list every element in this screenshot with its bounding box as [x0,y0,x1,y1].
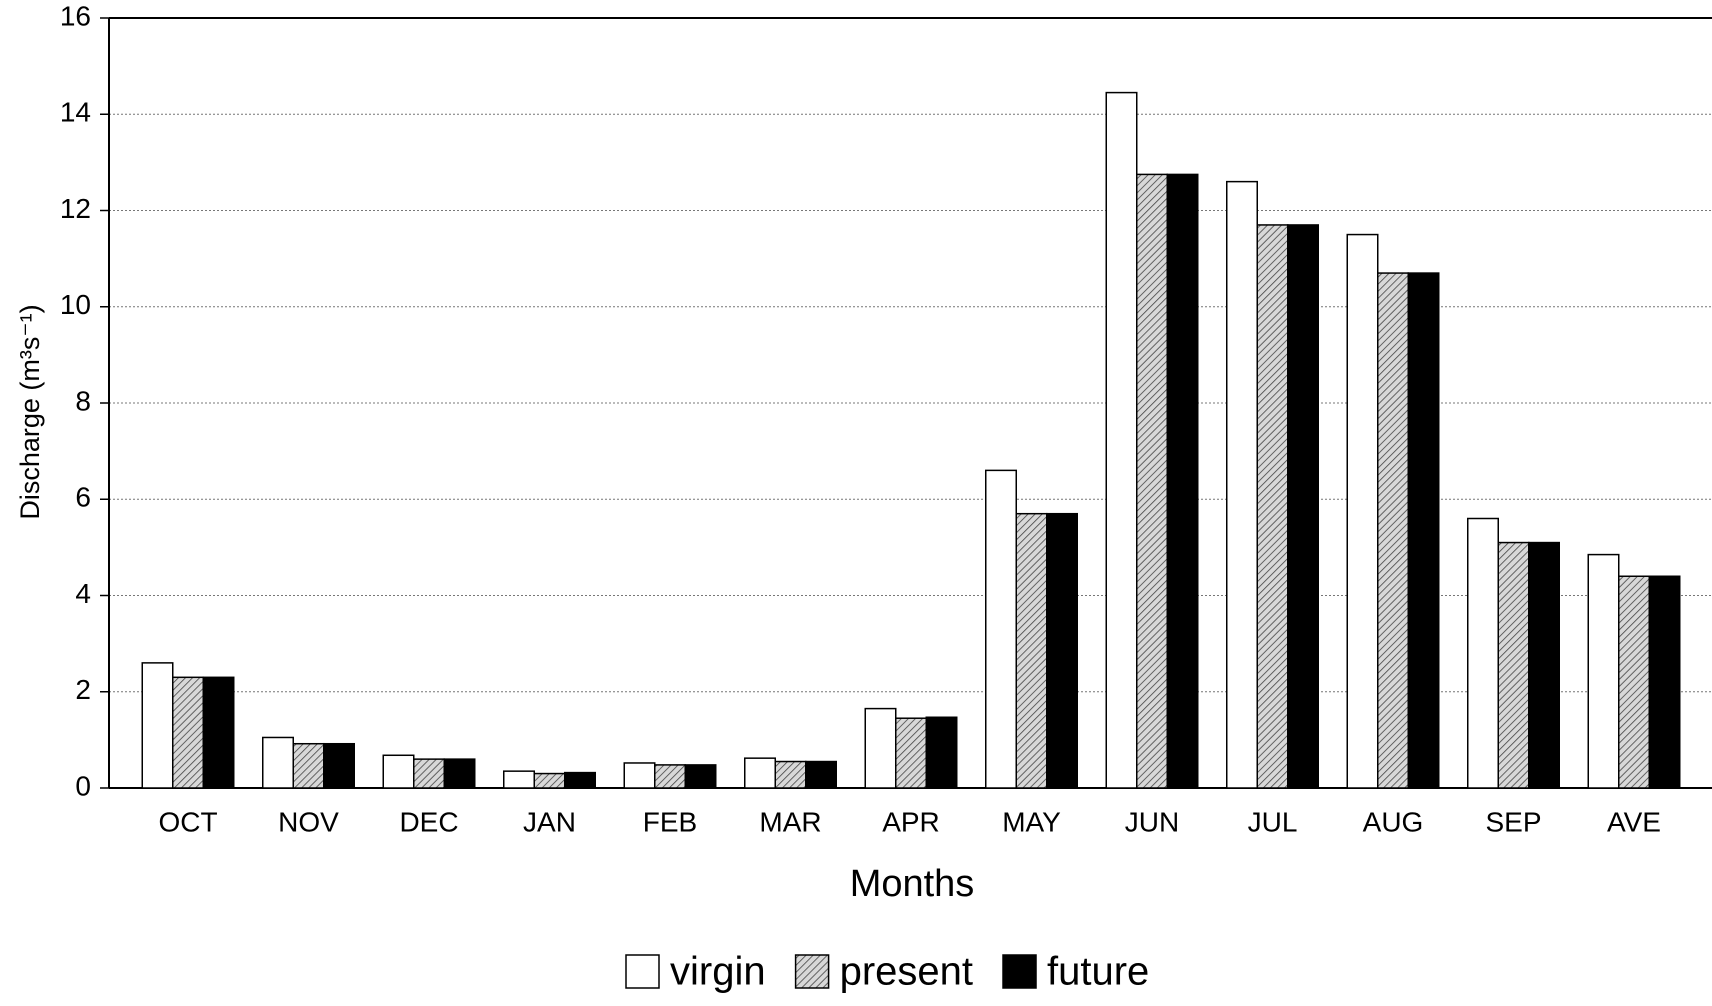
bar [533,772,566,789]
bar [864,707,897,789]
bar [1105,91,1138,789]
legend-swatch [625,954,660,989]
bar [1587,553,1620,789]
bar [1346,233,1379,789]
x-tick-label: FEB [643,806,697,837]
bar [623,762,656,789]
y-tick-label: 6 [75,482,91,513]
x-tick-label: AUG [1363,806,1424,837]
bar [382,754,415,789]
legend-swatch [794,954,830,989]
legend-label: present [840,950,973,994]
x-tick-label: MAY [1002,806,1061,837]
bar [805,760,837,789]
bar [1046,512,1078,789]
x-tick-label: OCT [158,806,217,837]
y-tick-label: 16 [60,0,91,31]
bar [172,676,204,789]
bar [1528,541,1560,789]
bar [1136,173,1168,789]
bar [262,736,294,789]
legend-label: future [1047,950,1149,994]
bar [323,742,355,789]
bar [1166,173,1199,789]
bar [925,716,958,789]
y-tick-label: 12 [60,193,91,224]
bar [985,469,1017,789]
bar [1287,224,1319,789]
x-tick-label: APR [882,806,940,837]
y-tick-label: 8 [75,385,91,416]
x-tick-label: JAN [523,806,576,837]
bar [684,764,717,789]
bar [202,676,235,789]
y-tick-label: 2 [75,674,91,705]
bar [895,717,927,789]
bar [1256,224,1289,789]
bar [744,757,776,789]
bar [1618,575,1650,789]
bar [1497,541,1530,789]
bar [564,771,596,789]
bar [141,662,174,789]
x-tick-label: SEP [1485,806,1541,837]
bar [443,758,476,789]
bar [654,764,686,789]
bar [1015,512,1048,789]
bar [1377,272,1409,789]
y-axis-label: Discharge (m³s⁻¹) [15,304,45,519]
bar [1648,575,1681,789]
y-tick-label: 0 [75,770,91,801]
x-tick-label: JUN [1125,806,1179,837]
x-tick-label: MAR [759,806,821,837]
legend-label: virgin [670,950,766,994]
bar [413,758,445,789]
x-tick-label: JUL [1248,806,1298,837]
legend-swatch [1002,954,1037,989]
bar [1407,272,1440,789]
bar [292,742,325,789]
x-tick-label: AVE [1607,806,1661,837]
bar [1226,180,1258,789]
x-tick-label: DEC [399,806,458,837]
y-tick-label: 4 [75,578,91,609]
x-axis-label: Months [850,863,975,905]
bar [774,760,807,789]
y-tick-label: 10 [60,289,91,320]
y-tick-label: 14 [60,97,91,128]
bar [503,770,535,789]
bar [1467,517,1499,789]
x-tick-label: NOV [278,806,339,837]
